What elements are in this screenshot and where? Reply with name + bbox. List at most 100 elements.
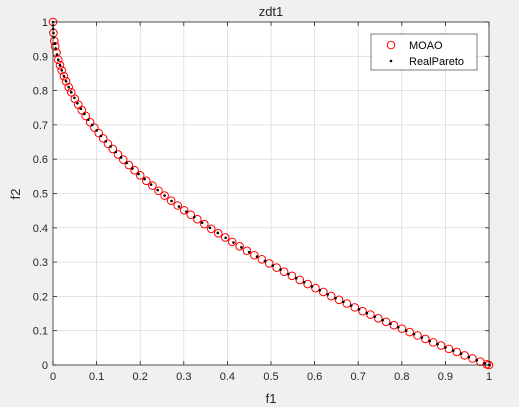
realpareto-point (397, 325, 400, 329)
moao-point (334, 295, 344, 305)
moao-point (287, 271, 297, 281)
realpareto-point (58, 63, 62, 67)
realpareto-point (95, 129, 98, 132)
realpareto-point (87, 118, 90, 122)
y-tick-label: 0.1 (33, 326, 48, 338)
x-tick-label: 0.4 (220, 371, 235, 383)
moao-point (118, 155, 128, 164)
axes-box (52, 21, 490, 366)
realpareto-point (310, 285, 314, 288)
realpareto-point (302, 281, 306, 284)
realpareto-point (52, 31, 55, 35)
realpareto-point (381, 318, 384, 322)
realpareto-point (185, 210, 188, 213)
moao-point (358, 306, 367, 316)
realpareto-point (240, 246, 243, 249)
moao-point (405, 327, 414, 337)
x-tick-label: 1 (486, 371, 492, 383)
moao-point (90, 123, 99, 132)
moao-point (311, 283, 320, 293)
x-axis-label: f1 (266, 391, 277, 406)
x-tick-label: 0.1 (89, 371, 104, 383)
moao-point (350, 303, 360, 312)
x-tick-label: 0.2 (133, 371, 148, 383)
realpareto-point (170, 199, 173, 203)
moao-point (135, 171, 145, 180)
moao-point (124, 160, 134, 170)
moao-point (57, 66, 67, 75)
x-tick-label: 0.7 (351, 371, 366, 383)
realpareto-point (404, 329, 408, 333)
realpareto-point (70, 91, 73, 94)
x-tick-label: 0.8 (394, 371, 409, 383)
moao-point (373, 314, 383, 323)
realpareto-point (64, 80, 68, 83)
moao-point (468, 354, 477, 363)
moao-point (61, 77, 71, 86)
moao-point (53, 55, 63, 65)
x-tick-label: 0.6 (307, 371, 322, 383)
realpareto-point (79, 107, 83, 111)
y-tick-label: 0.7 (33, 120, 48, 132)
realpareto-point (483, 361, 486, 365)
realpareto-point (412, 332, 416, 336)
realpareto-point (216, 231, 220, 235)
realpareto-point (104, 140, 108, 143)
realpareto-point (467, 355, 471, 359)
moao-point (98, 133, 108, 143)
realpareto-point (459, 352, 463, 355)
moao-point (113, 150, 123, 159)
moao-point (444, 344, 454, 354)
realpareto-point (90, 123, 94, 127)
realpareto-point (119, 156, 123, 159)
realpareto-point (76, 101, 79, 105)
moao-point (257, 255, 267, 264)
moao-point (94, 128, 104, 138)
moao-point (142, 176, 151, 186)
realpareto-point (163, 194, 166, 197)
moao-point (421, 334, 430, 344)
x-tick-label: 0.5 (263, 371, 278, 383)
moao-point (250, 250, 259, 260)
moao-point (366, 310, 375, 319)
moao-point (428, 338, 438, 347)
moao-point (397, 324, 407, 333)
moao-point (381, 317, 391, 327)
moao-point (436, 341, 446, 350)
realpareto-point (279, 268, 282, 271)
y-tick-label: 1 (42, 17, 48, 29)
realpareto-point (326, 293, 329, 296)
moao-point (303, 279, 312, 289)
grid (53, 22, 489, 365)
realpareto-point (420, 336, 424, 339)
moao-point (67, 88, 76, 97)
realpareto-point (67, 85, 70, 89)
moao-point (81, 111, 90, 121)
x-tick-label: 0 (50, 371, 56, 383)
moao-point (413, 331, 422, 340)
realpareto-point (373, 315, 377, 318)
chart-title: zdt1 (259, 4, 284, 19)
moao-point (64, 82, 73, 92)
moao-point (77, 105, 87, 115)
realpareto-point (109, 145, 112, 148)
realpareto-point (271, 264, 275, 267)
realpareto-point (143, 177, 146, 181)
moao-point (108, 144, 118, 154)
realpareto-point (131, 167, 134, 170)
realpareto-point (334, 296, 337, 300)
realpareto-point (475, 358, 479, 362)
realpareto-point (60, 69, 64, 72)
x-tick-label: 0.3 (176, 371, 191, 383)
realpareto-point (73, 96, 76, 100)
moao-point (452, 347, 462, 357)
data-points (48, 17, 494, 370)
legend-label-moao: MOAO (409, 40, 443, 52)
moao-point (272, 263, 281, 272)
realpareto-point (389, 322, 392, 326)
realpareto-point (436, 342, 439, 346)
y-tick-label: 0.4 (33, 223, 48, 235)
legend: MOAO RealPareto (370, 33, 478, 71)
realpareto-point (208, 226, 212, 230)
